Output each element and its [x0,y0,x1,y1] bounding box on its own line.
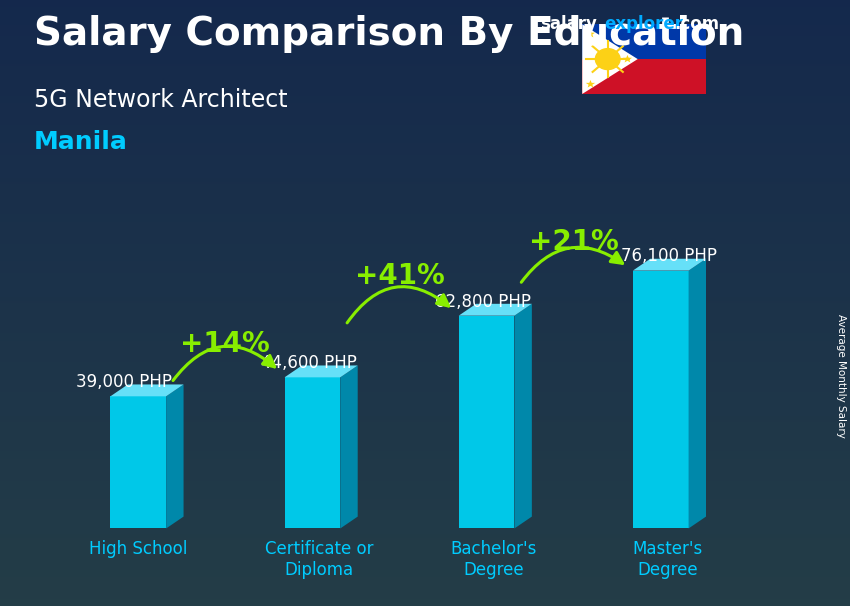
Polygon shape [285,365,358,378]
Text: 76,100 PHP: 76,100 PHP [621,247,717,264]
Polygon shape [586,80,595,87]
Polygon shape [459,304,532,316]
Text: Certificate or
Diploma: Certificate or Diploma [265,541,374,579]
Text: .com: .com [674,15,719,33]
Polygon shape [459,316,514,528]
Polygon shape [582,24,638,94]
Polygon shape [582,24,705,59]
Text: Average Monthly Salary: Average Monthly Salary [836,314,846,438]
Text: +21%: +21% [529,228,619,256]
Polygon shape [633,259,706,271]
Polygon shape [166,384,184,528]
Text: High School: High School [89,541,188,558]
Polygon shape [110,384,184,396]
Circle shape [595,48,620,70]
Text: Salary Comparison By Education: Salary Comparison By Education [34,15,745,53]
Text: Master's
Degree: Master's Degree [632,541,703,579]
Polygon shape [688,259,706,528]
Text: +41%: +41% [354,262,445,290]
Text: 5G Network Architect: 5G Network Architect [34,88,287,112]
Polygon shape [514,304,532,528]
Text: Bachelor's
Degree: Bachelor's Degree [450,541,536,579]
Polygon shape [110,396,166,528]
Polygon shape [586,30,595,38]
Text: explorer: explorer [604,15,683,33]
Text: +14%: +14% [180,330,270,358]
Text: salary: salary [540,15,597,33]
Polygon shape [633,271,688,528]
Text: Manila: Manila [34,130,127,155]
Polygon shape [623,55,632,62]
Polygon shape [285,378,340,528]
Text: 62,800 PHP: 62,800 PHP [435,293,531,311]
Text: 44,600 PHP: 44,600 PHP [261,355,357,372]
Text: 39,000 PHP: 39,000 PHP [76,373,173,391]
Polygon shape [582,59,705,94]
Polygon shape [340,365,358,528]
